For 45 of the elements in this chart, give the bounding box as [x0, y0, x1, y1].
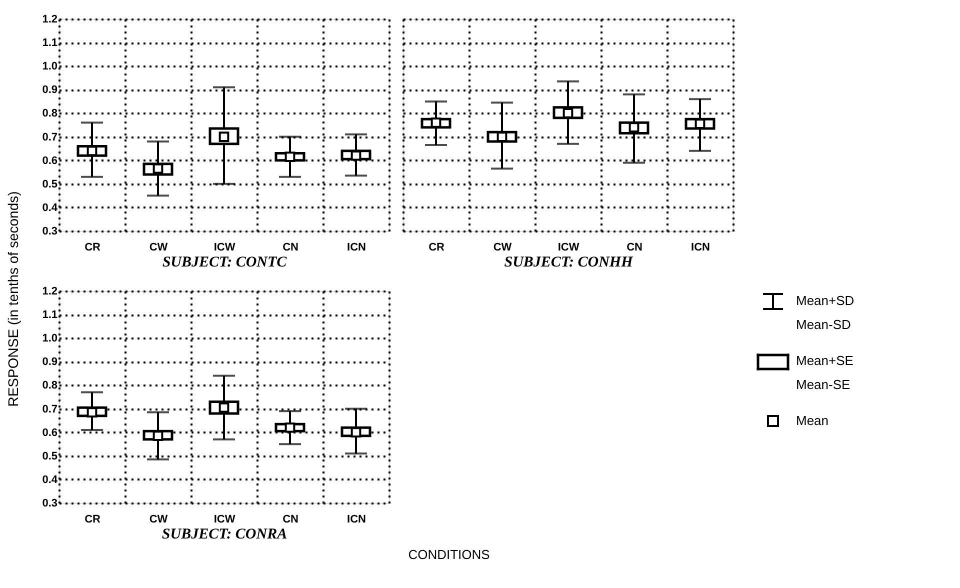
x-tick-label: CW	[493, 242, 512, 254]
y-tick-label: 0.5	[42, 450, 58, 462]
y-tick-label: 0.4	[42, 202, 58, 214]
x-tick-label: ICW	[558, 242, 580, 254]
text: Mean-SE	[796, 377, 851, 392]
x-tick-label: CR	[84, 514, 100, 526]
y-tick-label: 1.1	[42, 37, 58, 50]
y-tick-label: 0.8	[42, 108, 58, 120]
y-tick-label: 0.6	[42, 426, 58, 439]
y-tick-label: 0.8	[42, 380, 58, 392]
y-tick-label: 1.2	[42, 14, 58, 26]
x-tick-label: CR	[428, 242, 444, 254]
y-tick-label: 0.7	[42, 131, 58, 144]
y-tick-label: 0.4	[42, 474, 58, 486]
x-tick-label: CR	[84, 242, 100, 254]
text: Mean+SD	[796, 293, 854, 308]
y-tick-label: 1.0	[42, 332, 58, 345]
x-axis-title: SUBJECT: CONTC	[162, 254, 288, 270]
x-tick-label: ICW	[214, 242, 236, 254]
x-tick-label: CN	[626, 242, 642, 254]
y-tick-label: 1.0	[42, 60, 58, 73]
y-tick-label: 0.5	[42, 178, 58, 190]
x-tick-label: CW	[149, 514, 168, 526]
y-tick-label: 0.7	[42, 403, 58, 416]
x-tick-label: CN	[282, 514, 298, 526]
y-tick-label: 0.9	[42, 356, 58, 368]
x-axis-title: SUBJECT: CONHH	[504, 254, 634, 270]
x-tick-label: ICN	[347, 242, 366, 254]
text: CONDITIONS	[408, 547, 490, 562]
x-tick-label: ICN	[691, 242, 710, 254]
y-tick-label: 0.6	[42, 154, 58, 167]
x-tick-label: ICN	[347, 514, 366, 526]
y-tick-label: 0.3	[42, 226, 58, 238]
text: Mean+SE	[796, 353, 854, 368]
y-axis-title: RESPONSE (in tenths of seconds)	[5, 191, 21, 407]
x-tick-label: CN	[282, 242, 298, 254]
y-tick-label: 1.2	[42, 286, 58, 298]
text: Mean	[796, 413, 829, 428]
x-tick-label: CW	[149, 242, 168, 254]
y-tick-label: 1.1	[42, 309, 58, 322]
y-tick-label: 0.3	[42, 498, 58, 510]
x-axis-title: SUBJECT: CONRA	[162, 526, 288, 542]
text: Mean-SD	[796, 317, 851, 332]
y-tick-label: 0.9	[42, 84, 58, 96]
x-tick-label: ICW	[214, 514, 236, 526]
